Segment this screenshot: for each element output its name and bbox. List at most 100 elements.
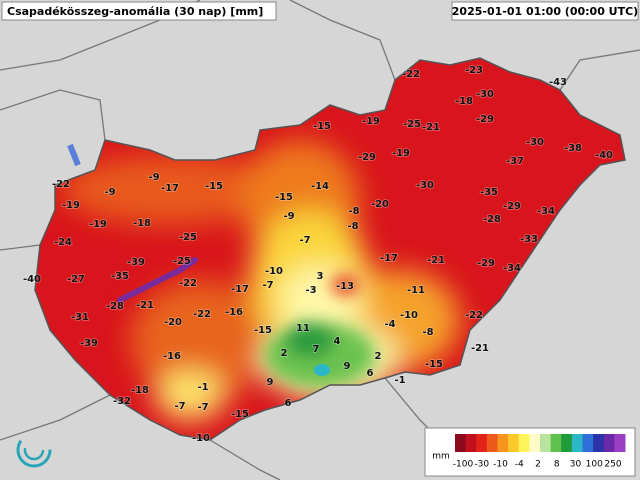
station-value: 11 xyxy=(296,323,310,334)
legend-swatch xyxy=(529,434,541,452)
legend-swatch xyxy=(582,434,594,452)
legend-swatch xyxy=(508,434,520,452)
timestamp-box xyxy=(451,1,639,21)
station-value: -25 xyxy=(179,232,197,243)
station-value: 3 xyxy=(317,271,324,282)
station-value: -21 xyxy=(471,343,489,354)
station-value: -21 xyxy=(422,122,440,133)
station-value: -19 xyxy=(392,148,410,159)
legend-label: -30 xyxy=(474,460,489,470)
station-value: -19 xyxy=(89,219,107,230)
lake-balaton xyxy=(117,257,198,303)
station-value: -27 xyxy=(67,274,85,285)
station-value: -10 xyxy=(265,266,283,277)
station-value: -17 xyxy=(231,284,249,295)
station-value: -3 xyxy=(305,285,316,296)
station-value: -29 xyxy=(476,114,494,125)
station-value: -9 xyxy=(283,211,294,222)
legend-label: 8 xyxy=(554,460,560,470)
station-value: -24 xyxy=(54,237,72,248)
station-value: -10 xyxy=(192,433,210,444)
station-value: -9 xyxy=(104,187,115,198)
legend-swatch xyxy=(497,434,509,452)
station-value: -8 xyxy=(422,327,433,338)
station-value: -8 xyxy=(347,221,358,232)
station-value: 9 xyxy=(344,361,351,372)
station-value: 9 xyxy=(267,377,274,388)
legend-label: 30 xyxy=(570,460,582,470)
station-value: -9 xyxy=(148,172,159,183)
lake xyxy=(67,143,81,167)
legend-swatch xyxy=(561,434,573,452)
legend-swatch xyxy=(603,434,615,452)
station-value: -15 xyxy=(254,325,272,336)
legend-label: -100 xyxy=(453,460,474,470)
station-value: 4 xyxy=(334,336,341,347)
station-value: -29 xyxy=(477,258,495,269)
legend-swatch xyxy=(486,434,498,452)
station-value: -15 xyxy=(205,181,223,192)
station-value: -25 xyxy=(173,256,191,267)
station-value: -15 xyxy=(313,121,331,132)
station-value: -38 xyxy=(564,143,582,154)
station-value: -22 xyxy=(52,179,70,190)
legend-label: 2 xyxy=(535,460,541,470)
station-value: -32 xyxy=(113,396,131,407)
station-value: -18 xyxy=(131,385,149,396)
title-box xyxy=(1,1,277,21)
station-value: -28 xyxy=(483,214,501,225)
legend-swatch xyxy=(476,434,488,452)
station-value: -37 xyxy=(506,156,524,167)
station-value: -7 xyxy=(262,280,273,291)
station-value: 6 xyxy=(367,368,374,379)
station-value: -23 xyxy=(465,65,483,76)
station-value: 2 xyxy=(281,348,288,359)
station-value: -17 xyxy=(380,253,398,264)
station-value: -21 xyxy=(427,255,445,266)
legend-swatch xyxy=(614,434,626,452)
title: Csapadékösszeg-anomália (30 nap) [mm] xyxy=(7,5,263,18)
station-value: -33 xyxy=(520,234,538,245)
station-value: -29 xyxy=(503,201,521,212)
legend-swatch xyxy=(550,434,562,452)
station-value: -39 xyxy=(80,338,98,349)
station-value: -18 xyxy=(455,96,473,107)
legend-unit: mm xyxy=(432,452,450,462)
station-value: -29 xyxy=(358,152,376,163)
station-value: -15 xyxy=(425,359,443,370)
station-value: -17 xyxy=(161,183,179,194)
station-value: -22 xyxy=(465,310,483,321)
station-value: 6 xyxy=(285,398,292,409)
station-value: -21 xyxy=(136,300,154,311)
station-value: -22 xyxy=(179,278,197,289)
station-value: -22 xyxy=(193,309,211,320)
station-value: -7 xyxy=(197,402,208,413)
station-value: -1 xyxy=(394,375,405,386)
station-value: -11 xyxy=(407,285,425,296)
legend-swatch xyxy=(518,434,530,452)
station-value: -34 xyxy=(503,263,521,274)
station-labels: -22 -23-43-18-30-29-15 -19 -25 -21-30-38-40-… xyxy=(22,64,614,445)
station-value: -35 xyxy=(111,271,129,282)
legend-swatch xyxy=(465,434,477,452)
station-value: -30 xyxy=(526,137,544,148)
station-value: -43 xyxy=(549,77,567,88)
station-value: -14 xyxy=(311,181,329,192)
station-value: -20 xyxy=(164,317,182,328)
legend-label: 250 xyxy=(604,460,621,470)
station-value: -1 xyxy=(197,382,208,393)
station-value: -15 xyxy=(275,192,293,203)
station-value: -30 xyxy=(416,180,434,191)
station-value: -7 xyxy=(299,235,310,246)
station-value: -20 xyxy=(371,199,389,210)
logo xyxy=(16,432,52,468)
legend-label: 100 xyxy=(586,460,603,470)
station-value: -13 xyxy=(336,281,354,292)
station-value: -7 xyxy=(174,401,185,412)
station-value: -31 xyxy=(71,312,89,323)
legend-swatch xyxy=(455,434,467,452)
station-value: 7 xyxy=(313,344,320,355)
station-value: -18 xyxy=(133,218,151,229)
station-value: -19 xyxy=(362,116,380,127)
